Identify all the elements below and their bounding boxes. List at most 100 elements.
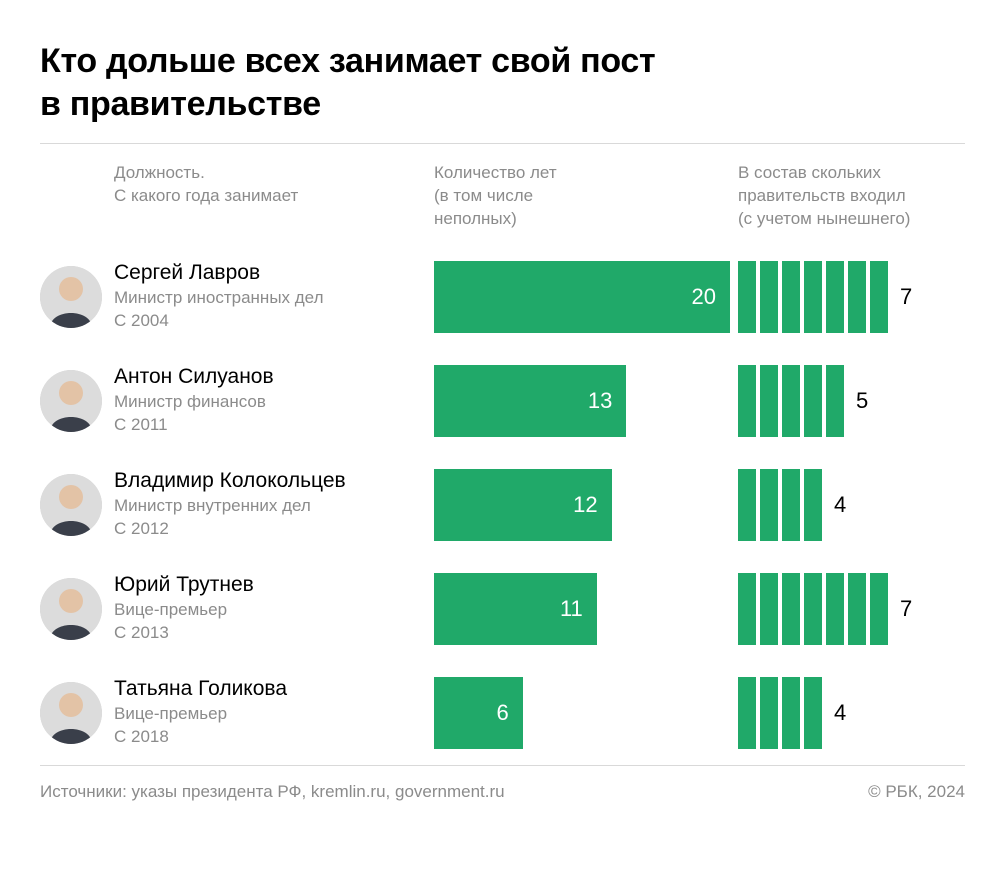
gov-tick	[848, 573, 866, 645]
person-text: Татьяна Голикова Вице-премьер С 2018	[114, 676, 430, 749]
person-cell: Татьяна Голикова Вице-премьер С 2018	[40, 676, 430, 749]
gov-ticks	[738, 573, 888, 645]
person-name: Владимир Колокольцев	[114, 468, 430, 493]
data-row: Владимир Колокольцев Министр внутренних …	[40, 453, 965, 557]
header-person: Должность. С какого года занимает	[40, 162, 430, 208]
years-value: 6	[497, 700, 509, 726]
avatar-spacer	[40, 162, 114, 208]
gov-tick	[826, 365, 844, 437]
gov-count: 5	[856, 388, 868, 414]
gov-count: 7	[900, 284, 912, 310]
header-govs-l1: В состав скольких	[738, 163, 881, 182]
person-cell: Сергей Лавров Министр иностранных дел С …	[40, 260, 430, 333]
avatar	[40, 370, 102, 432]
gov-tick	[870, 573, 888, 645]
data-row: Сергей Лавров Министр иностранных дел С …	[40, 245, 965, 349]
govs-cell: 7	[730, 573, 950, 645]
years-bar: 13	[434, 365, 626, 437]
govs-wrap: 4	[738, 677, 950, 749]
years-value: 13	[588, 388, 612, 414]
person-text: Антон Силуанов Министр финансов С 2011	[114, 364, 430, 437]
title-line-2: в правительстве	[40, 85, 321, 123]
header-person-text: Должность. С какого года занимает	[114, 162, 298, 208]
person-since: С 2011	[114, 414, 430, 437]
header-years-l1: Количество лет	[434, 163, 557, 182]
avatar	[40, 266, 102, 328]
years-cell: 6	[430, 677, 730, 749]
govs-cell: 4	[730, 469, 950, 541]
years-bar: 12	[434, 469, 612, 541]
gov-tick	[760, 469, 778, 541]
header-years: Количество лет (в том числе неполных)	[430, 162, 730, 231]
gov-tick	[782, 261, 800, 333]
person-role: Министр внутренних дел	[114, 495, 430, 518]
person-name: Антон Силуанов	[114, 364, 430, 389]
bar-wrap: 6	[434, 677, 730, 749]
sources-text: Источники: указы президента РФ, kremlin.…	[40, 782, 505, 802]
bar-wrap: 20	[434, 261, 730, 333]
gov-tick	[826, 573, 844, 645]
person-role: Министр финансов	[114, 391, 430, 414]
gov-tick	[782, 573, 800, 645]
gov-tick	[848, 261, 866, 333]
govs-wrap: 7	[738, 261, 950, 333]
years-value: 20	[692, 284, 716, 310]
years-bar: 11	[434, 573, 597, 645]
avatar	[40, 474, 102, 536]
title-line-1: Кто дольше всех занимает свой пост	[40, 42, 655, 80]
header-govs: В состав скольких правительств входил (с…	[730, 162, 950, 231]
years-cell: 11	[430, 573, 730, 645]
gov-ticks	[738, 469, 822, 541]
person-cell: Антон Силуанов Министр финансов С 2011	[40, 364, 430, 437]
gov-tick	[738, 365, 756, 437]
gov-tick	[870, 261, 888, 333]
years-value: 12	[573, 492, 597, 518]
person-since: С 2018	[114, 726, 430, 749]
data-rows: Сергей Лавров Министр иностранных дел С …	[40, 245, 965, 765]
header-person-l2: С какого года занимает	[114, 186, 298, 205]
gov-tick	[760, 573, 778, 645]
avatar	[40, 578, 102, 640]
gov-count: 4	[834, 700, 846, 726]
govs-wrap: 4	[738, 469, 950, 541]
page-title: Кто дольше всех занимает свой пост в пра…	[40, 40, 965, 125]
person-cell: Владимир Колокольцев Министр внутренних …	[40, 468, 430, 541]
column-headers: Должность. С какого года занимает Количе…	[40, 144, 965, 245]
person-name: Сергей Лавров	[114, 260, 430, 285]
infographic: Кто дольше всех занимает свой пост в пра…	[0, 0, 1005, 832]
data-row: Юрий Трутнев Вице-премьер С 2013 11 7	[40, 557, 965, 661]
years-value: 11	[560, 596, 583, 622]
gov-tick	[738, 573, 756, 645]
gov-ticks	[738, 677, 822, 749]
person-since: С 2012	[114, 518, 430, 541]
data-row: Антон Силуанов Министр финансов С 2011 1…	[40, 349, 965, 453]
govs-wrap: 7	[738, 573, 950, 645]
person-name: Татьяна Голикова	[114, 676, 430, 701]
gov-tick	[804, 573, 822, 645]
header-govs-l3: (с учетом нынешнего)	[738, 209, 910, 228]
years-cell: 12	[430, 469, 730, 541]
govs-cell: 5	[730, 365, 950, 437]
bar-wrap: 13	[434, 365, 730, 437]
person-text: Сергей Лавров Министр иностранных дел С …	[114, 260, 430, 333]
gov-tick	[804, 677, 822, 749]
gov-tick	[804, 365, 822, 437]
gov-tick	[782, 677, 800, 749]
person-name: Юрий Трутнев	[114, 572, 430, 597]
header-years-l3: неполных)	[434, 209, 517, 228]
gov-tick	[782, 365, 800, 437]
person-text: Юрий Трутнев Вице-премьер С 2013	[114, 572, 430, 645]
header-years-l2: (в том числе	[434, 186, 533, 205]
gov-tick	[738, 677, 756, 749]
years-bar: 20	[434, 261, 730, 333]
avatar	[40, 682, 102, 744]
person-since: С 2004	[114, 310, 430, 333]
gov-count: 7	[900, 596, 912, 622]
gov-tick	[804, 261, 822, 333]
govs-cell: 4	[730, 677, 950, 749]
person-role: Министр иностранных дел	[114, 287, 430, 310]
header-govs-text: В состав скольких правительств входил (с…	[738, 162, 950, 231]
gov-ticks	[738, 261, 888, 333]
credit-text: © РБК, 2024	[868, 782, 965, 802]
header-person-l1: Должность.	[114, 163, 205, 182]
